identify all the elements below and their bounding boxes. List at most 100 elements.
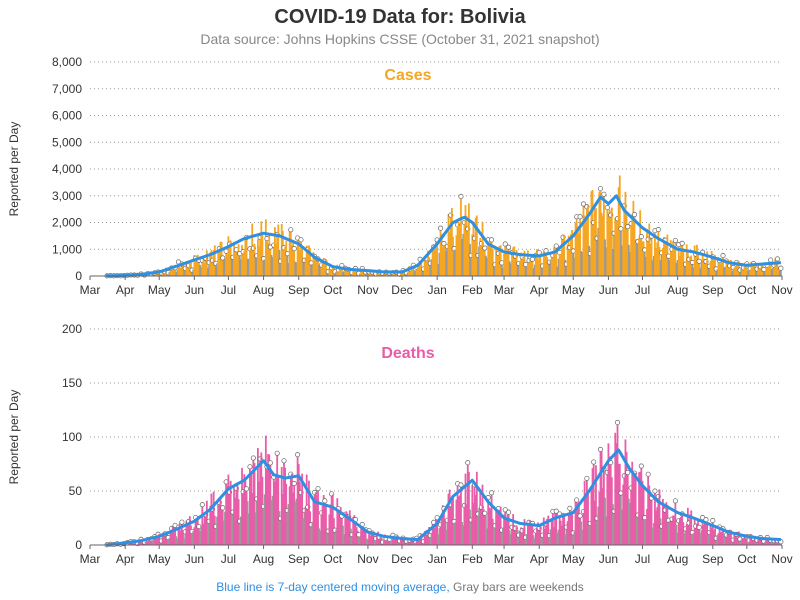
cases-bar (505, 250, 508, 276)
deaths-bar (659, 518, 662, 545)
cases-bar (477, 255, 479, 276)
deaths-bar (572, 532, 575, 545)
deaths-bar (389, 541, 392, 545)
cases-bar (295, 262, 298, 276)
cases-bar (475, 215, 478, 276)
cases-bar (642, 241, 645, 276)
deaths-bar (620, 493, 622, 545)
cases-bar (740, 269, 743, 276)
deaths-bar (289, 474, 292, 545)
deaths-bar (365, 538, 368, 545)
deaths-bar (469, 509, 471, 545)
cases-bar (713, 256, 715, 276)
cases-bar (582, 203, 585, 276)
deaths-bar (498, 509, 501, 545)
deaths-bar (212, 491, 215, 545)
cases-bar (279, 261, 282, 276)
deaths-bar (708, 532, 711, 545)
deaths-bar (496, 510, 499, 545)
deaths-bar (618, 463, 621, 545)
cases-bar (242, 251, 245, 276)
deaths-bar-marker (710, 517, 716, 523)
cases-bar (507, 247, 510, 276)
cases-bar (431, 244, 434, 276)
cases-bar (500, 262, 503, 276)
cases-bar (715, 268, 718, 276)
cases-bar (572, 250, 575, 276)
deaths-bar-marker (179, 519, 185, 525)
deaths-bar (416, 539, 419, 545)
deaths-bar (542, 517, 545, 545)
cases-bar (627, 244, 630, 276)
deaths-bar (640, 466, 643, 545)
deaths-bar (736, 537, 739, 545)
deaths-bar (306, 507, 309, 545)
deaths-bar (184, 531, 187, 545)
deaths-bar (311, 522, 314, 545)
deaths-bar (287, 504, 290, 545)
cases-bar (734, 266, 737, 276)
deaths-bar (507, 512, 510, 545)
deaths-bar (367, 539, 369, 545)
deaths-bar (362, 529, 365, 545)
deaths-bar (277, 477, 280, 545)
cases-bar (211, 260, 214, 276)
cases-bar (445, 250, 448, 276)
chart-footer: Blue line is 7-day centered moving avera… (0, 580, 800, 594)
deaths-bar (707, 534, 710, 545)
cases-bar (367, 273, 369, 276)
cases-bar (238, 253, 241, 276)
cases-bar-marker (506, 244, 512, 250)
deaths-bar (334, 530, 336, 545)
cases-bar (444, 244, 446, 276)
deaths-bar (563, 514, 566, 545)
cases-bar (532, 268, 535, 276)
cases-bar (682, 248, 685, 276)
footer-moving-average-note: Blue line is 7-day centered moving avera… (216, 580, 450, 594)
deaths-bar (615, 443, 618, 545)
deaths-bar (336, 498, 339, 545)
cases-bar (520, 252, 522, 276)
deaths-bar (199, 530, 201, 545)
cases-bar (648, 223, 651, 276)
deaths-bar (401, 537, 403, 545)
deaths-bar (686, 507, 689, 545)
cases-bar-marker (604, 205, 610, 211)
cases-bar-marker (696, 258, 702, 264)
cases-bar (379, 273, 382, 276)
deaths-bar (529, 520, 532, 545)
deaths-bar (654, 491, 656, 545)
deaths-bar (438, 528, 441, 545)
cases-bar (547, 260, 550, 276)
deaths-x-tick-label: Feb (462, 552, 483, 566)
deaths-panel-title: Deaths (381, 345, 434, 362)
deaths-bar (284, 467, 287, 545)
cases-bar (554, 254, 557, 276)
cases-bar (204, 258, 207, 276)
deaths-bar (238, 521, 241, 545)
deaths-bar (608, 456, 611, 545)
cases-bar (321, 263, 324, 276)
cases-bar (694, 254, 697, 276)
deaths-bar (243, 474, 246, 545)
deaths-y-tick-label: 150 (62, 376, 82, 390)
deaths-bar (770, 541, 773, 545)
deaths-bar (521, 530, 524, 545)
deaths-bar (553, 527, 555, 545)
cases-bar (287, 262, 290, 276)
cases-bar (672, 241, 674, 276)
deaths-bar (660, 526, 663, 545)
deaths-bar (268, 454, 271, 545)
deaths-x-tick-label: May (562, 552, 585, 566)
cases-bar (640, 236, 643, 276)
cases-bar-marker (288, 227, 294, 233)
deaths-bar (473, 484, 476, 545)
cases-bars (104, 175, 784, 279)
cases-bar (537, 259, 539, 276)
cases-bar (281, 230, 284, 276)
deaths-bar (523, 519, 526, 545)
deaths-bar (151, 541, 154, 545)
deaths-bar (731, 540, 733, 545)
cases-bar (314, 259, 317, 276)
deaths-bar (385, 538, 387, 545)
